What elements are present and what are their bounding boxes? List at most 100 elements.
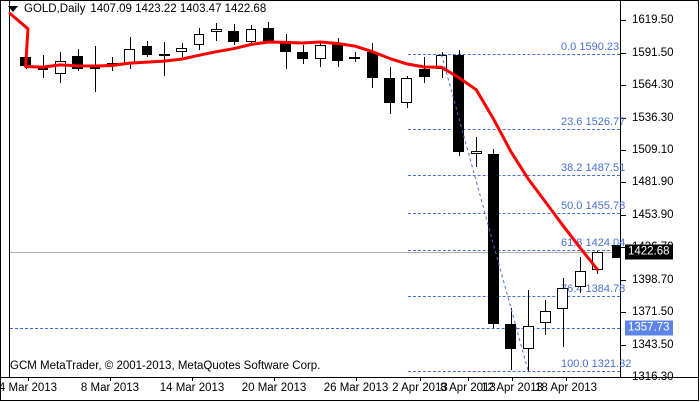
fib-level-line[interactable] (408, 129, 620, 130)
fib-level-label: 23.6 1526.77 (561, 116, 626, 128)
x-axis-label: 20 Mar 2013 (241, 382, 307, 394)
y-axis-tick (621, 182, 626, 183)
candlestick[interactable] (210, 28, 222, 33)
current-price-badge: 1422.68 (625, 244, 673, 260)
y-axis-tick (621, 247, 626, 248)
candlestick[interactable] (245, 28, 257, 42)
candlestick[interactable] (106, 62, 118, 66)
candlestick[interactable] (141, 46, 153, 55)
candlestick[interactable] (488, 153, 499, 325)
x-axis-tick (28, 377, 29, 381)
copyright-text: GCM MetaTrader, © 2001-2013, MetaQuotes … (10, 360, 321, 372)
x-axis-label: 26 Mar 2013 (323, 382, 389, 394)
fib-level-line[interactable] (408, 213, 620, 214)
y-axis-label: 1564.30 (632, 78, 674, 91)
x-axis-label: 8 Mar 2013 (80, 382, 140, 394)
candlestick[interactable] (401, 78, 413, 103)
candle-wick (43, 54, 44, 79)
y-axis-label: 1619.50 (632, 14, 674, 26)
candlestick[interactable] (20, 57, 31, 67)
x-axis-tick (110, 377, 111, 381)
candlestick[interactable] (37, 68, 49, 70)
candlestick[interactable] (280, 40, 291, 53)
y-axis-tick (621, 280, 626, 281)
candlestick[interactable] (505, 324, 517, 350)
y-axis-tick (621, 215, 626, 216)
fib-level-line[interactable] (408, 296, 620, 297)
candlestick[interactable] (54, 60, 66, 74)
fib-level-label: 0.0 1590.23 (561, 41, 620, 53)
plot-right-border (620, 0, 621, 378)
candlestick[interactable] (470, 151, 482, 154)
x-axis-label: 8 Apr 2013 (440, 382, 496, 394)
candle-wick (95, 46, 96, 93)
candlestick[interactable] (228, 31, 239, 42)
x-axis-label: 4 Mar 2013 (0, 382, 58, 394)
candlestick[interactable] (89, 67, 101, 69)
x-axis-tick (420, 377, 421, 381)
fib-level-label: 38.2 1487.51 (561, 162, 626, 174)
candlestick[interactable] (314, 45, 326, 60)
x-axis-tick (192, 377, 193, 381)
x-axis-tick (566, 377, 567, 381)
candlestick[interactable] (297, 52, 309, 60)
candle-wick (563, 278, 564, 347)
y-axis-tick (621, 20, 626, 21)
y-axis-label: 1371.50 (632, 306, 674, 318)
x-axis-tick (468, 377, 469, 381)
fib-level-label: 76.4 1384.78 (561, 283, 626, 295)
triangle-down-icon[interactable] (8, 6, 18, 12)
candlestick[interactable] (262, 27, 274, 41)
x-axis-label: 18 Apr 2013 (534, 382, 598, 394)
y-axis-label: 1481.90 (632, 176, 674, 189)
y-axis-tick (621, 118, 626, 119)
y-axis-tick (621, 85, 626, 86)
fib-level-label: 50.0 1455.78 (561, 200, 626, 212)
candlestick[interactable] (349, 57, 361, 60)
ohlc-values: 1407.09 1423.22 1403.47 1422.68 (90, 3, 267, 15)
candlestick[interactable] (540, 311, 551, 324)
y-axis-label: 1453.90 (632, 208, 674, 221)
support-price-badge: 1357.73 (625, 320, 673, 336)
x-axis-tick (274, 377, 275, 381)
y-axis-tick (621, 345, 626, 346)
chart-header: GOLD,Daily 1407.09 1423.22 1403.47 1422.… (8, 2, 266, 16)
y-axis-label: 1316.30 (632, 371, 674, 383)
candlestick[interactable] (418, 68, 430, 78)
x-axis-tick (512, 377, 513, 381)
candlestick[interactable] (384, 78, 395, 103)
candlestick[interactable] (453, 54, 465, 153)
fib-level-line[interactable] (408, 371, 620, 372)
y-axis-tick (621, 377, 626, 378)
y-axis-tick (621, 53, 626, 54)
x-axis-label: 14 Mar 2013 (159, 382, 225, 394)
candlestick[interactable] (72, 55, 83, 69)
fib-level-line[interactable] (408, 175, 620, 176)
candlestick[interactable] (332, 44, 343, 61)
symbol-label: GOLD,Daily (24, 3, 86, 15)
candlestick[interactable] (574, 271, 586, 287)
candlestick[interactable] (366, 52, 378, 79)
candlestick[interactable] (158, 54, 170, 56)
candlestick[interactable] (193, 33, 205, 46)
y-axis-tick (621, 312, 626, 313)
support-line[interactable] (10, 328, 620, 329)
y-axis-label: 1398.70 (632, 273, 674, 286)
candlestick[interactable] (522, 325, 534, 350)
current-price-marker (612, 245, 621, 259)
candlestick[interactable] (592, 251, 603, 271)
x-axis-line (0, 377, 699, 378)
candlestick[interactable] (557, 287, 569, 310)
candlestick[interactable] (436, 54, 447, 69)
candle-wick (164, 41, 165, 76)
fib-level-label: 100.0 1321.32 (561, 358, 632, 370)
candlestick[interactable] (176, 47, 187, 53)
fib-level-line[interactable] (408, 250, 620, 251)
y-axis-label: 1536.30 (632, 111, 674, 124)
x-axis-tick (356, 377, 357, 381)
plot-left-border (9, 0, 10, 378)
y-axis-label: 1591.50 (632, 46, 674, 59)
candlestick[interactable] (124, 48, 135, 63)
